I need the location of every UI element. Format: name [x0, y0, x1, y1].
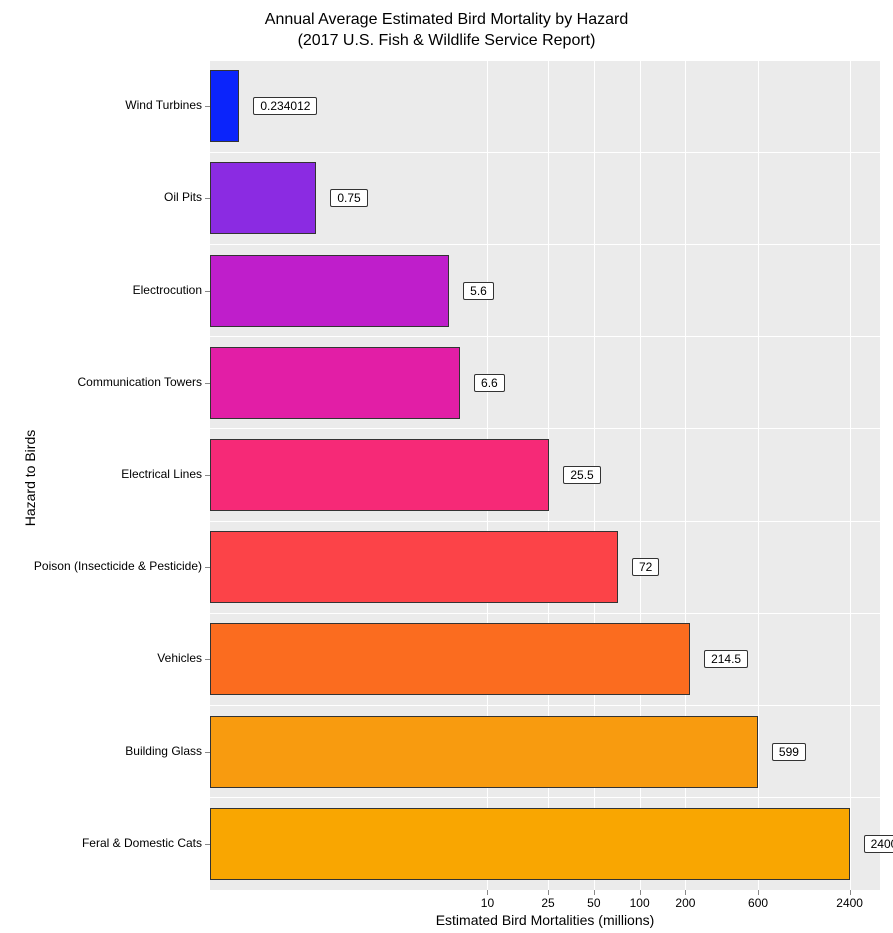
- x-tick-label: 2400: [825, 896, 875, 910]
- bar-value-label: 5.6: [463, 282, 494, 300]
- x-tick-label: 100: [615, 896, 665, 910]
- y-tick-mark: [205, 106, 210, 107]
- y-tick-mark: [205, 659, 210, 660]
- bar: [210, 623, 690, 695]
- bar-value-label: 0.75: [330, 189, 367, 207]
- grid-line-vertical: [850, 60, 851, 890]
- grid-line-horizontal: [210, 521, 880, 522]
- chart-title-line2: (2017 U.S. Fish & Wildlife Service Repor…: [298, 32, 596, 49]
- bar-value-label: 599: [772, 743, 806, 761]
- grid-line-horizontal: [210, 152, 880, 153]
- grid-line-horizontal: [210, 244, 880, 245]
- y-tick-mark: [205, 198, 210, 199]
- grid-line-horizontal: [210, 890, 880, 891]
- y-tick-label: Vehicles: [157, 651, 202, 665]
- bar: [210, 439, 549, 511]
- x-tick-mark: [758, 890, 759, 895]
- y-tick-mark: [205, 475, 210, 476]
- x-tick-label: 10: [462, 896, 512, 910]
- x-tick-mark: [487, 890, 488, 895]
- x-tick-label: 600: [733, 896, 783, 910]
- grid-line-horizontal: [210, 797, 880, 798]
- bar: [210, 162, 316, 234]
- bar: [210, 808, 850, 880]
- bar-value-label: 214.5: [704, 650, 748, 668]
- y-tick-label: Wind Turbines: [125, 98, 202, 112]
- bar-value-label: 25.5: [563, 466, 600, 484]
- x-tick-mark: [850, 890, 851, 895]
- y-tick-label: Electrical Lines: [121, 467, 202, 481]
- y-tick-label: Electrocution: [133, 283, 202, 297]
- y-tick-mark: [205, 291, 210, 292]
- y-tick-label: Poison (Insecticide & Pesticide): [34, 559, 202, 573]
- x-tick-mark: [548, 890, 549, 895]
- x-tick-label: 25: [523, 896, 573, 910]
- grid-line-horizontal: [210, 428, 880, 429]
- chart-title: Annual Average Estimated Bird Mortality …: [0, 10, 893, 52]
- grid-line-horizontal: [210, 705, 880, 706]
- grid-line-horizontal: [210, 613, 880, 614]
- x-tick-label: 200: [660, 896, 710, 910]
- plot-area: 0.2340120.755.66.625.572214.55992400: [210, 60, 880, 890]
- bar-value-label: 72: [632, 558, 659, 576]
- y-tick-label: Building Glass: [125, 744, 202, 758]
- grid-line-horizontal: [210, 336, 880, 337]
- y-tick-mark: [205, 567, 210, 568]
- x-tick-mark: [685, 890, 686, 895]
- chart-title-line1: Annual Average Estimated Bird Mortality …: [265, 11, 628, 28]
- y-tick-mark: [205, 383, 210, 384]
- x-axis-title: Estimated Bird Mortalities (millions): [210, 912, 880, 928]
- bar: [210, 716, 758, 788]
- y-tick-label: Feral & Domestic Cats: [82, 836, 202, 850]
- y-tick-label: Oil Pits: [164, 190, 202, 204]
- bar: [210, 531, 618, 603]
- grid-line-vertical: [758, 60, 759, 890]
- x-tick-mark: [594, 890, 595, 895]
- bar-value-label: 2400: [864, 835, 893, 853]
- y-axis-title: Hazard to Birds: [22, 418, 38, 538]
- y-tick-label: Communication Towers: [78, 375, 203, 389]
- bar: [210, 347, 460, 419]
- y-tick-mark: [205, 752, 210, 753]
- grid-line-horizontal: [210, 60, 880, 61]
- bar: [210, 255, 449, 327]
- x-tick-mark: [640, 890, 641, 895]
- bar-value-label: 0.234012: [253, 97, 317, 115]
- y-tick-mark: [205, 844, 210, 845]
- bar-value-label: 6.6: [474, 374, 505, 392]
- x-tick-label: 50: [569, 896, 619, 910]
- bar: [210, 70, 239, 142]
